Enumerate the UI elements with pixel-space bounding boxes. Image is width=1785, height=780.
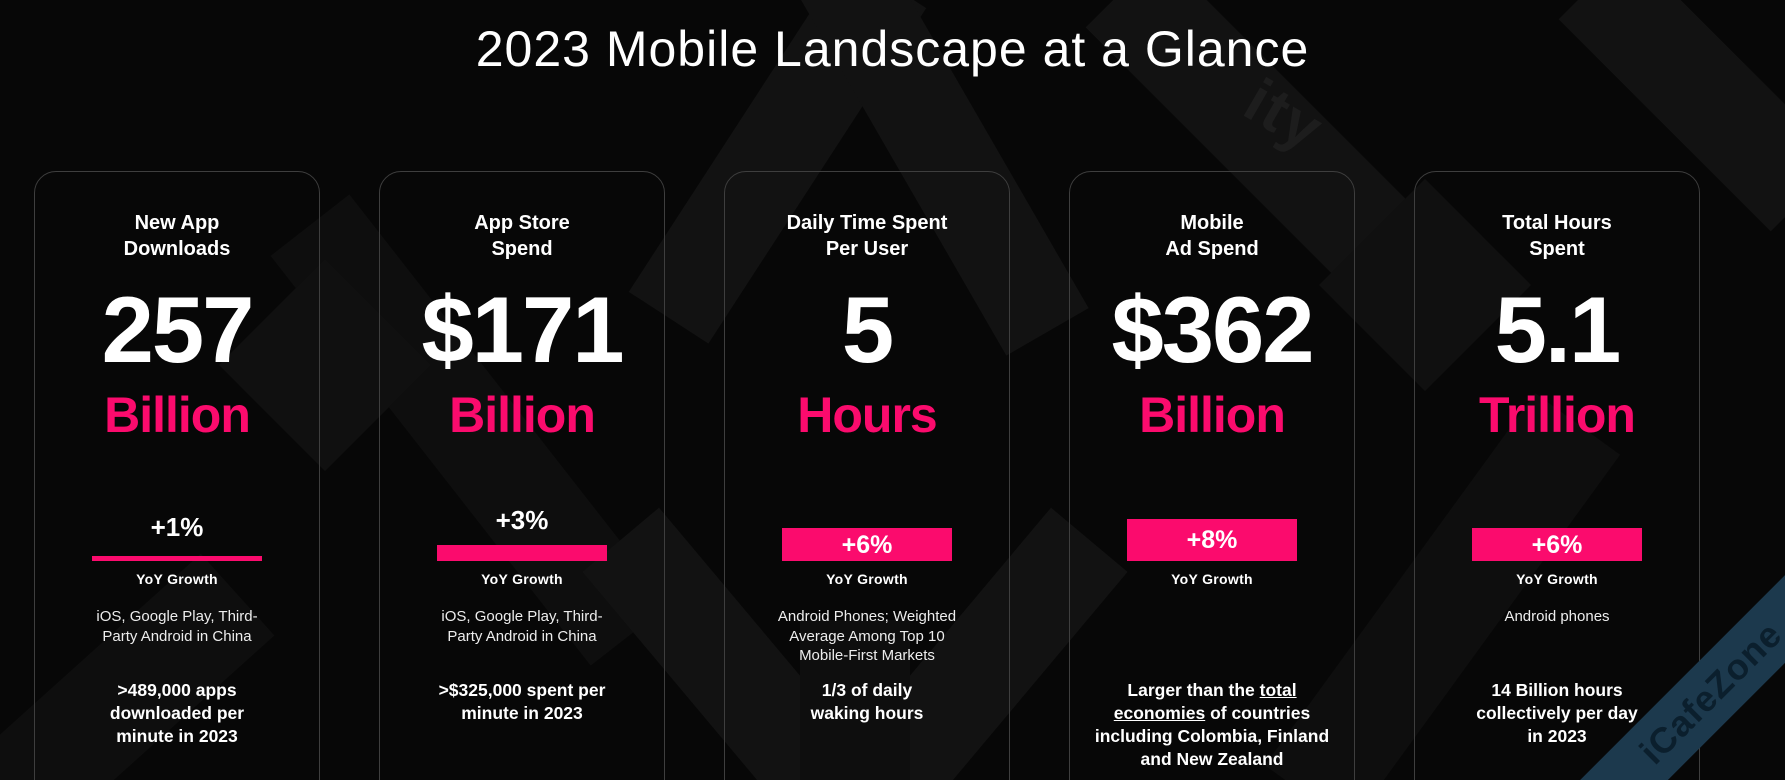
growth-bar: +8% — [1127, 519, 1297, 562]
highlight-note: 14 Billion hours collectively per day in… — [1476, 679, 1637, 748]
growth-percentage: +6% — [841, 530, 893, 559]
growth-percentage: +8% — [1186, 526, 1238, 555]
growth-bar: +6% — [782, 528, 952, 562]
stat-value: $362 — [1111, 277, 1314, 382]
page-title: 2023 Mobile Landscape at a Glance — [475, 21, 1310, 77]
growth-indicator: +6% — [782, 461, 952, 562]
note-line: 14 Billion hours — [1491, 680, 1623, 701]
card-title-line: Per User — [825, 238, 909, 260]
stat-cards-row: New App Downloads 257 Billion +1% YoY Gr… — [34, 171, 1700, 780]
growth-percentage: +3% — [495, 505, 549, 536]
source-note: Android phones — [1504, 607, 1609, 669]
stat-unit: Billion — [1139, 387, 1286, 444]
highlight-note: >489,000 apps downloaded per minute in 2… — [110, 679, 244, 748]
source-line: iOS, Google Play, Third- — [441, 608, 603, 626]
note-line: >$325,000 spent per — [438, 680, 606, 701]
note-segment-underlined: total economies — [1113, 680, 1297, 724]
source-note: iOS, Google Play, Third- Party Android i… — [96, 607, 257, 669]
yoy-growth-label: YoY Growth — [1516, 571, 1598, 588]
note-line: minute in 2023 — [461, 703, 583, 724]
card-title: App Store Spend — [474, 210, 570, 262]
source-line: Party Android in China — [102, 627, 252, 645]
note-line: in 2023 — [1527, 726, 1587, 747]
stat-card-app-store-spend: App Store Spend $171 Billion +3% YoY Gro… — [379, 171, 665, 780]
card-title-line: Ad Spend — [1165, 238, 1259, 260]
source-line: Android phones — [1504, 608, 1610, 626]
note-line: downloaded per — [109, 703, 245, 724]
growth-indicator: +8% — [1127, 461, 1297, 562]
source-note: iOS, Google Play, Third- Party Android i… — [441, 607, 602, 669]
card-title-line: Spend — [491, 238, 553, 260]
note-segment: Larger than the — [1127, 680, 1260, 701]
source-line: iOS, Google Play, Third- — [96, 608, 258, 626]
source-line: Party Android in China — [447, 627, 597, 645]
growth-percentage: +1% — [150, 512, 204, 543]
source-note: Android Phones; Weighted Average Among T… — [778, 607, 956, 669]
stat-value: 5.1 — [1494, 277, 1622, 382]
background-band — [800, 620, 910, 780]
highlight-note: >$325,000 spent per minute in 2023 — [439, 679, 606, 725]
growth-bar — [92, 556, 262, 562]
stat-card-new-app-downloads: New App Downloads 257 Billion +1% YoY Gr… — [34, 171, 320, 780]
yoy-growth-label: YoY Growth — [136, 571, 218, 588]
growth-bar: +6% — [1472, 528, 1642, 562]
stat-card-total-hours-spent: Total Hours Spent 5.1 Trillion +6% YoY G… — [1414, 171, 1700, 780]
card-title-line: Downloads — [123, 238, 231, 260]
stat-unit: Hours — [797, 387, 937, 444]
yoy-growth-label: YoY Growth — [481, 571, 563, 588]
highlight-note: Larger than the total economies of count… — [1085, 679, 1339, 771]
note-line: waking hours — [810, 703, 924, 724]
note-line: minute in 2023 — [116, 726, 238, 747]
growth-percentage: +6% — [1531, 530, 1583, 559]
card-title: Daily Time Spent Per User — [787, 210, 948, 262]
card-title: New App Downloads — [124, 210, 231, 262]
card-title-line: Total Hours — [1502, 212, 1612, 234]
stat-unit: Billion — [104, 387, 251, 444]
note-line: >489,000 apps — [117, 680, 237, 701]
card-title-line: New App — [134, 212, 220, 234]
stat-unit: Trillion — [1479, 387, 1636, 444]
stat-value: 257 — [101, 277, 255, 382]
note-line: 1/3 of daily — [821, 680, 913, 701]
source-line: Average Among Top 10 — [789, 627, 945, 645]
stat-card-daily-time-spent: Daily Time Spent Per User 5 Hours +6% Yo… — [724, 171, 1010, 780]
source-line: Mobile-First Markets — [799, 647, 935, 665]
stat-value: 5 — [841, 277, 894, 382]
card-title: Total Hours Spent — [1502, 210, 1612, 262]
card-title: Mobile Ad Spend — [1165, 210, 1258, 262]
card-title-line: Mobile — [1180, 212, 1244, 234]
note-segment: of countries including Colombia, Finland… — [1094, 703, 1330, 770]
growth-indicator: +6% — [1472, 461, 1642, 562]
yoy-growth-label: YoY Growth — [1171, 571, 1253, 588]
card-title-line: Spent — [1529, 238, 1585, 260]
card-title-line: Daily Time Spent — [786, 212, 948, 234]
growth-bar — [437, 545, 607, 562]
highlight-note: 1/3 of daily waking hours — [811, 679, 924, 725]
stat-unit: Billion — [449, 387, 596, 444]
stat-card-mobile-ad-spend: Mobile Ad Spend $362 Billion +8% YoY Gro… — [1069, 171, 1355, 780]
growth-indicator: +1% — [92, 461, 262, 562]
card-title-line: App Store — [474, 212, 570, 234]
stat-value: $171 — [421, 277, 624, 382]
growth-indicator: +3% — [437, 461, 607, 562]
source-line: Android Phones; Weighted — [777, 608, 957, 626]
yoy-growth-label: YoY Growth — [826, 571, 908, 588]
note-line: collectively per day — [1476, 703, 1638, 724]
